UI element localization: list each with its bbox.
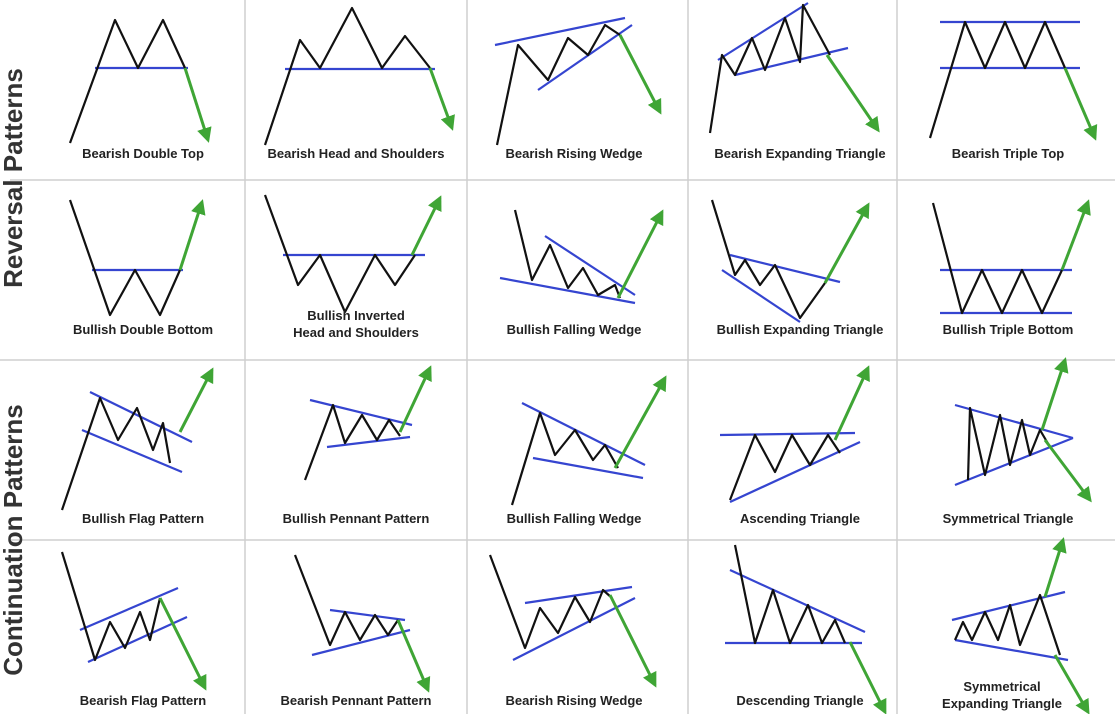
trend-line [329, 608, 406, 622]
breakout-arrow [178, 367, 214, 433]
trend-line [537, 24, 633, 91]
pattern-labels: Bearish Double Top Bearish Head and Shoul… [73, 146, 1073, 711]
breakout-arrow [823, 202, 870, 284]
breakout-arrow [833, 365, 870, 441]
breakout-arrow [1043, 537, 1067, 598]
pattern-label: Bullish Flag Pattern [82, 511, 204, 526]
pattern-label: Symmetrical Triangle [943, 511, 1074, 526]
trend-line [309, 398, 413, 427]
breakout-arrow [183, 67, 212, 143]
section-label: Continuation Patterns [0, 404, 28, 676]
price-path [513, 209, 622, 299]
trend-line [326, 435, 411, 449]
breakout-arrow [1043, 439, 1092, 503]
pattern-label: Symmetrical [963, 679, 1040, 694]
trend-line [81, 428, 183, 474]
trend-line [719, 431, 856, 437]
price-path [263, 194, 416, 314]
pattern-label: Bearish Rising Wedge [505, 146, 642, 161]
pattern-label: Descending Triangle [736, 693, 863, 708]
breakout-arrow [1053, 654, 1090, 715]
trend-line [87, 615, 188, 664]
breakout-arrow [178, 199, 206, 271]
breakout-arrow [1040, 357, 1069, 431]
breakout-arrow [398, 365, 432, 433]
price-path [293, 554, 399, 647]
breakout-arrow [608, 594, 657, 688]
trend-line [721, 269, 801, 323]
pattern-label: Bullish Pennant Pattern [283, 511, 430, 526]
breakout-arrow [1060, 199, 1091, 271]
price-path [510, 411, 619, 506]
pattern-label: Bullish Double Bottom [73, 322, 213, 337]
price-path [966, 406, 1051, 481]
price-path [733, 544, 847, 645]
price-path [708, 3, 831, 134]
price-path [931, 202, 1063, 315]
price-path [488, 554, 613, 650]
pattern-label: Bearish Expanding Triangle [714, 146, 885, 161]
trend-line [494, 16, 626, 47]
pattern-label: Expanding Triangle [942, 696, 1062, 711]
trend-line [512, 597, 636, 661]
trend-line [499, 276, 636, 305]
pattern-label: Bullish Expanding Triangle [717, 322, 884, 337]
pattern-label: Bearish Head and Shoulders [268, 146, 445, 161]
breakout-arrow [848, 641, 887, 715]
breakout-arrow [613, 375, 667, 469]
pattern-label: Bearish Flag Pattern [80, 693, 206, 708]
trend-line [311, 628, 411, 657]
price-path [953, 593, 1062, 656]
trend-line [521, 402, 646, 466]
pattern-label: Bearish Rising Wedge [505, 693, 642, 708]
price-path [495, 23, 621, 146]
breakout-arrow [1063, 67, 1098, 141]
trend-line [544, 235, 636, 296]
pattern-label: Bullish Falling Wedge [507, 511, 642, 526]
breakout-arrow [616, 209, 664, 299]
trend-line [954, 436, 1074, 487]
pattern-label: Bullish Triple Bottom [943, 322, 1074, 337]
trend-line [954, 638, 1069, 662]
section-label: Reversal Patterns [0, 68, 28, 288]
pattern-label: Ascending Triangle [740, 511, 860, 526]
pattern-label: Head and Shoulders [293, 325, 419, 340]
price-path [60, 396, 172, 511]
trend-line [729, 253, 841, 284]
price-path [303, 403, 401, 481]
breakout-arrow [618, 34, 662, 115]
price-path [263, 6, 431, 146]
pattern-drawings [60, 2, 1098, 715]
trend-line [954, 403, 1074, 440]
breakout-arrow [825, 54, 880, 133]
price-path [928, 20, 1067, 139]
trend-line [729, 569, 866, 633]
pattern-label: Bearish Triple Top [952, 146, 1065, 161]
trend-line [79, 586, 179, 632]
price-path [710, 199, 826, 320]
price-path [68, 199, 182, 317]
price-path [60, 551, 162, 662]
price-path [728, 433, 841, 501]
breakout-arrow [396, 619, 431, 693]
breakout-arrow [410, 195, 442, 256]
trend-line [717, 2, 809, 61]
trend-line [524, 585, 633, 605]
pattern-label: Bullish Falling Wedge [507, 322, 642, 337]
breakout-arrow [428, 67, 455, 131]
pattern-label: Bearish Double Top [82, 146, 204, 161]
breakout-arrow [158, 597, 207, 691]
price-path [68, 18, 186, 144]
trend-line [532, 456, 644, 480]
pattern-label: Bearish Pennant Pattern [281, 693, 432, 708]
pattern-label: Bullish Inverted [307, 308, 405, 323]
